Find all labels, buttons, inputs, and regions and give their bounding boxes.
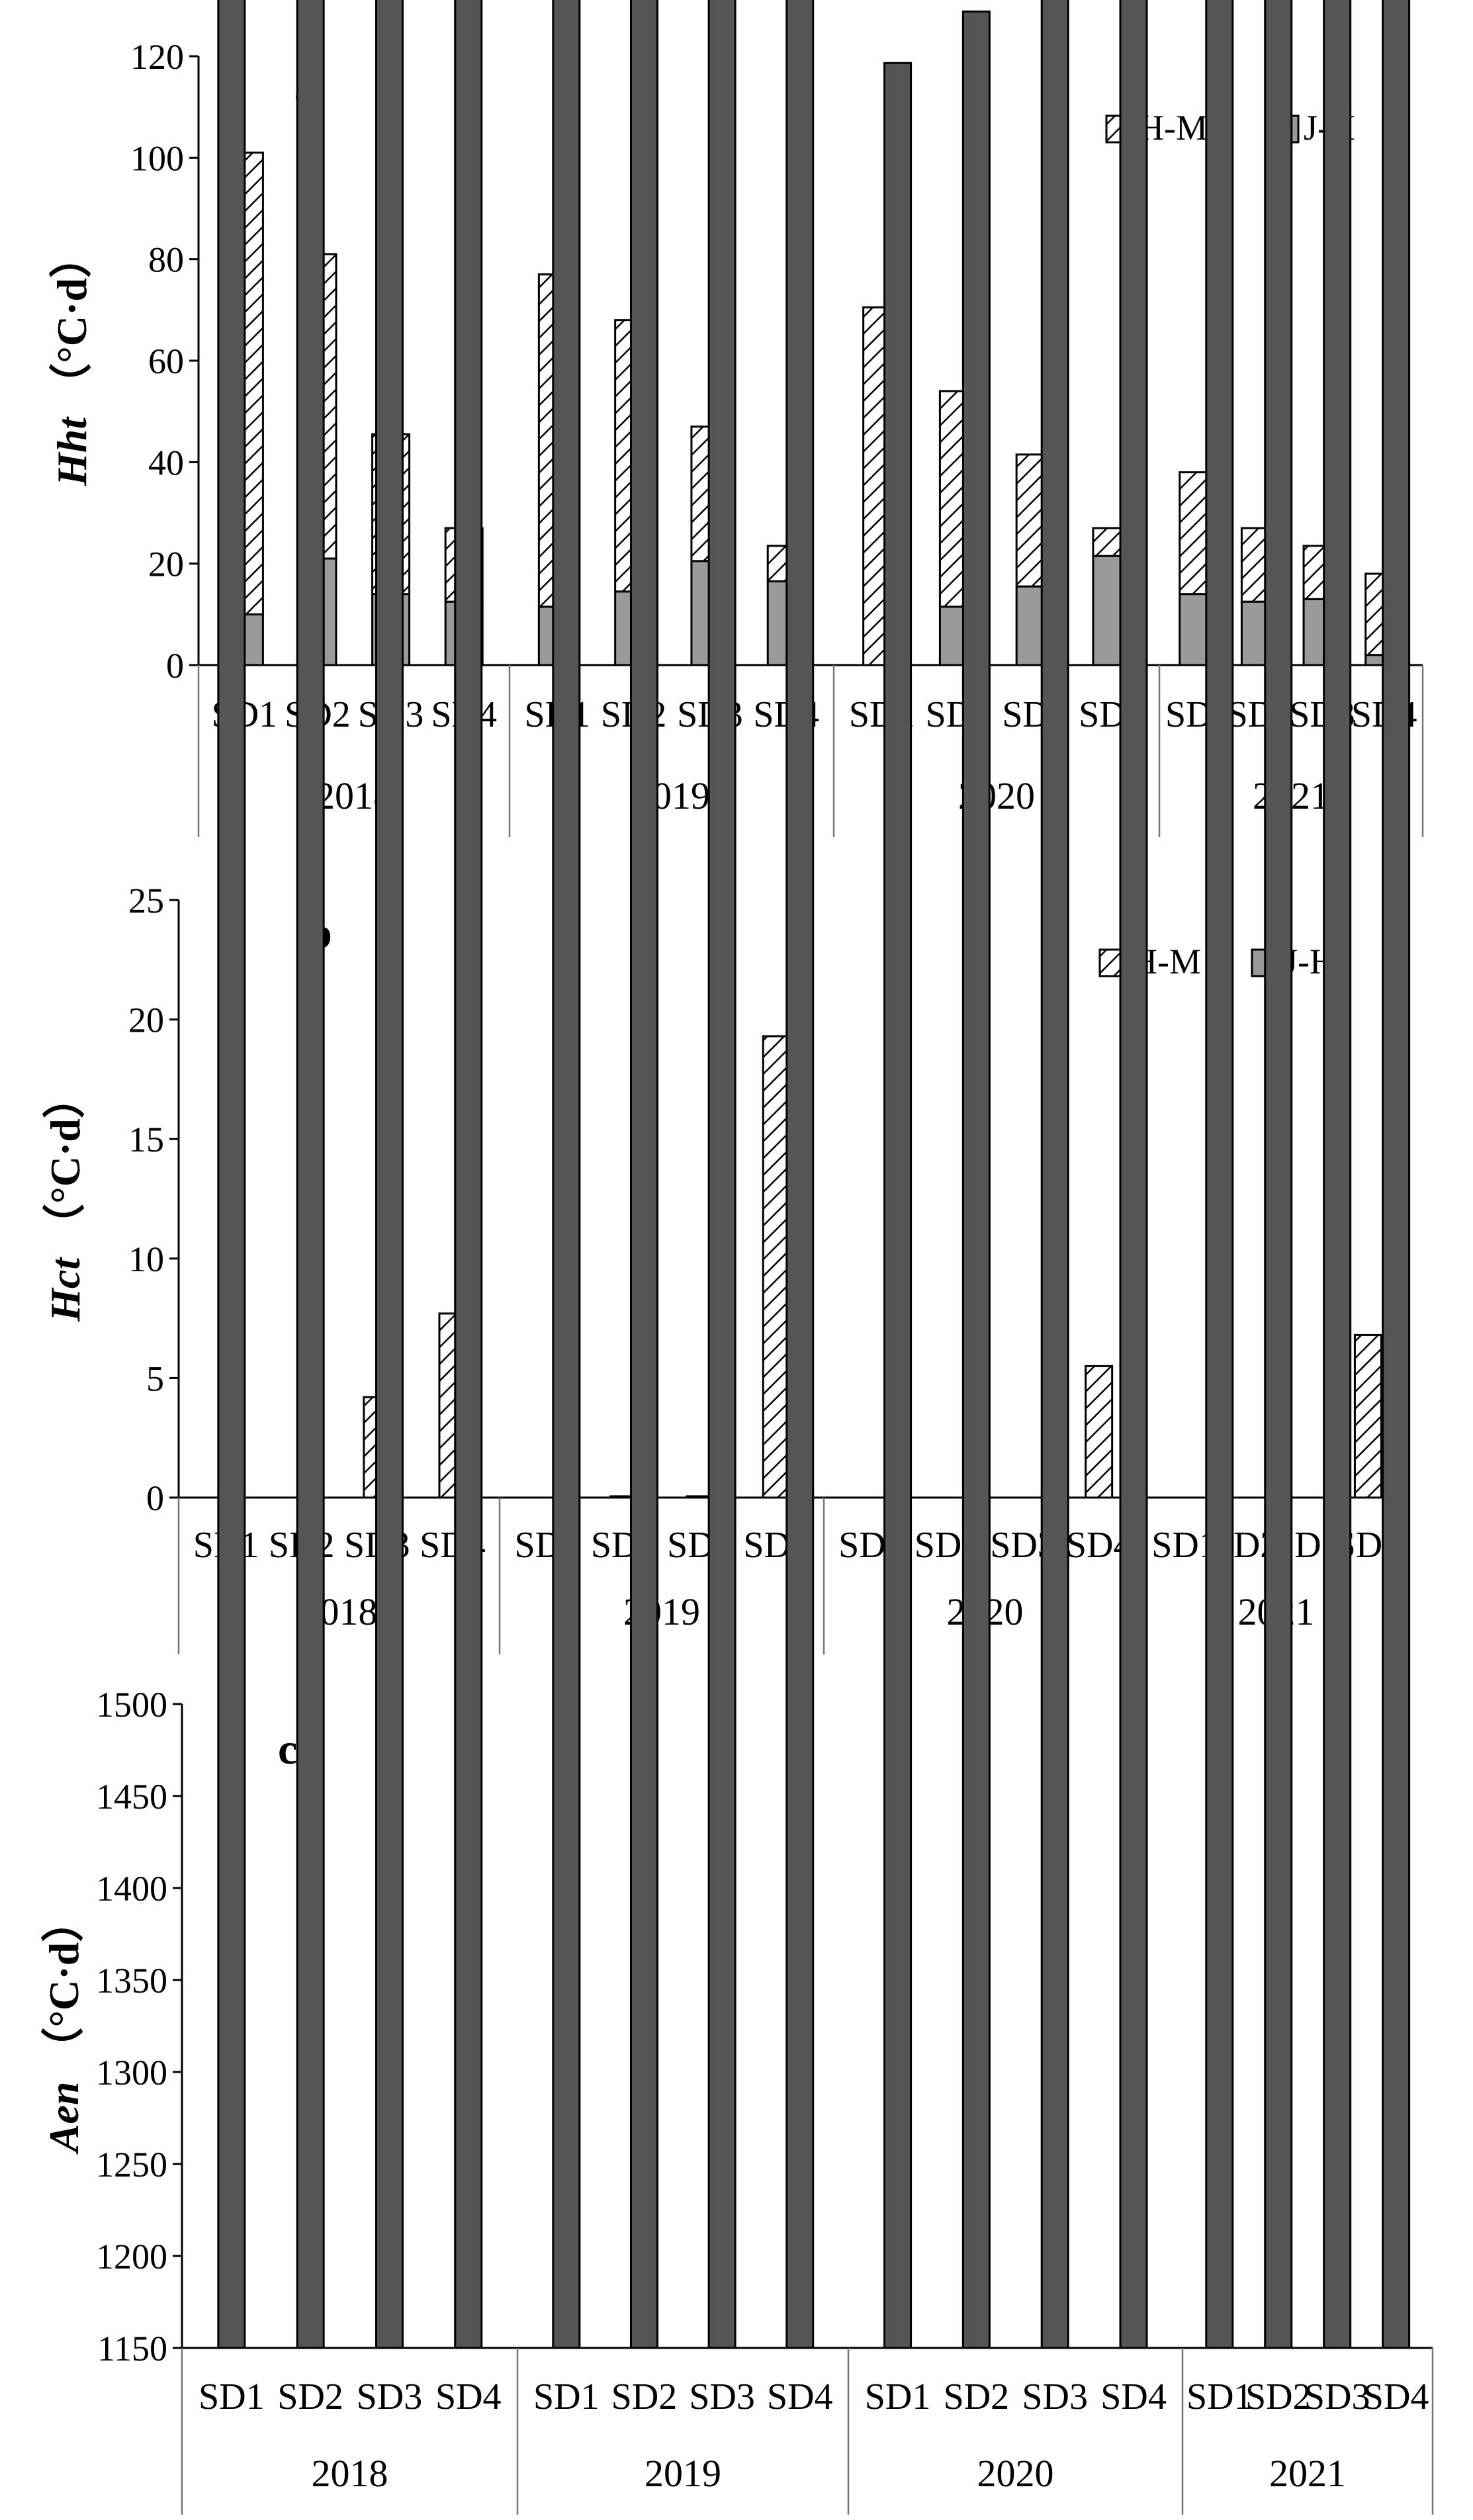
y-tick-label: 1400 <box>96 1869 167 1909</box>
y-tick-label: 20 <box>128 1001 164 1040</box>
y-tick-label: 1450 <box>96 1777 167 1817</box>
panel-label: c <box>278 1725 297 1774</box>
bar-h-m-2019-sd4 <box>762 1035 791 1499</box>
category-label: SD2 <box>1245 2376 1312 2417</box>
y-tick-label: 10 <box>128 1239 164 1279</box>
bar-aen-2020-sd3 <box>1040 0 1069 2349</box>
y-axis-title: Hht （°C·d） <box>48 236 95 486</box>
category-label: SD4 <box>1100 2376 1167 2417</box>
y-tick-label: 40 <box>148 443 184 482</box>
category-label: SD2 <box>277 2376 343 2417</box>
bar-aen-2020-sd4 <box>1119 0 1148 2349</box>
year-label: 2020 <box>977 2452 1054 2495</box>
bar-aen-2019-sd3 <box>707 0 736 2349</box>
y-tick-label: 1250 <box>96 2145 167 2184</box>
category-label: SD1 <box>865 2376 931 2417</box>
y-tick-label: 60 <box>148 341 184 381</box>
y-tick-label: 1200 <box>96 2237 167 2276</box>
category-label: SD2 <box>944 2376 1010 2417</box>
bar-aen-2019-sd2 <box>629 0 658 2349</box>
y-tick-label: 25 <box>128 881 164 921</box>
y-tick-label: 120 <box>130 37 184 77</box>
y-tick-label: 1150 <box>97 2329 167 2368</box>
y-axis-title-variable: Hct <box>42 1257 89 1322</box>
bar-h-m-2020-sd4 <box>1085 1365 1114 1499</box>
y-axis-title: Hct （°C·d） <box>42 1076 89 1322</box>
bar-aen-2019-sd4 <box>785 0 815 2349</box>
year-label: 2021 <box>1269 2452 1346 2495</box>
year-label: 2018 <box>312 2452 388 2495</box>
bar-aen-2018-sd1 <box>217 0 246 2349</box>
y-axis-title-unit: （°C·d） <box>48 236 95 406</box>
legend-label: H-M <box>1138 108 1208 148</box>
bar-aen-2018-sd4 <box>454 0 483 2349</box>
bar-aen-2021-sd3 <box>1323 0 1352 2349</box>
year-label: 2019 <box>645 2452 721 2495</box>
y-axis-title-variable: Aen <box>40 2082 87 2155</box>
bar-aen-2018-sd2 <box>296 0 325 2349</box>
y-tick-label: 20 <box>148 545 184 584</box>
category-label: SD1 <box>199 2376 265 2417</box>
y-tick-label: 1300 <box>96 2053 167 2092</box>
y-axis-title: Aen （°C·d） <box>40 1900 87 2155</box>
bar-aen-2019-sd1 <box>552 0 581 2349</box>
y-axis-title-variable: Hht <box>48 416 95 486</box>
category-label: SD1 <box>1186 2376 1253 2417</box>
y-axis-title-unit: （°C·d） <box>40 1900 87 2070</box>
bar-aen-2021-sd4 <box>1382 0 1411 2349</box>
category-label: SD4 <box>1363 2376 1429 2417</box>
bar-h-m-2021-sd4 <box>1353 1333 1382 1499</box>
category-label: SD3 <box>1304 2376 1370 2417</box>
bar-aen-2018-sd3 <box>375 0 404 2349</box>
category-label: SD4 <box>767 2376 833 2417</box>
y-tick-label: 15 <box>128 1120 164 1159</box>
bar-aen-2021-sd2 <box>1264 0 1293 2349</box>
category-label: SD4 <box>435 2376 502 2417</box>
y-tick-label: 0 <box>166 646 184 686</box>
bar-aen-2020-sd1 <box>883 62 913 2349</box>
y-axis-title-unit: （°C·d） <box>42 1076 89 1246</box>
y-tick-label: 80 <box>148 240 184 280</box>
y-tick-label: 100 <box>130 138 184 178</box>
y-tick-label: 1350 <box>96 1961 167 2001</box>
y-tick-label: 0 <box>146 1478 164 1518</box>
category-label: SD1 <box>533 2376 600 2417</box>
y-tick-label: 1500 <box>96 1685 167 1725</box>
category-label: SD3 <box>1022 2376 1088 2417</box>
bar-aen-2021-sd1 <box>1205 0 1234 2349</box>
category-label: SD3 <box>357 2376 423 2417</box>
category-label: SD3 <box>689 2376 755 2417</box>
category-label: SD2 <box>611 2376 678 2417</box>
y-tick-label: 5 <box>146 1359 164 1398</box>
bar-aen-2020-sd2 <box>961 10 991 2349</box>
